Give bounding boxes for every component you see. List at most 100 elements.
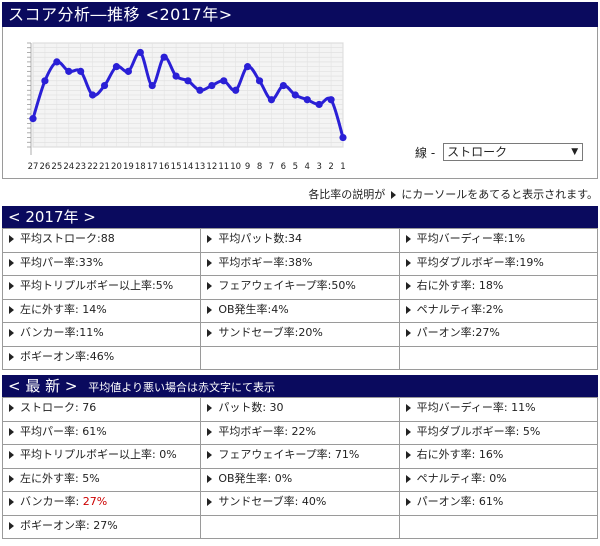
line-select-label: 線 - <box>415 145 436 160</box>
latest-stat-cell: OB発生率: 0% <box>201 468 400 492</box>
line-select-dropdown[interactable]: ストローク ▼ <box>443 143 584 161</box>
latest-stat-label: ペナルティ率: 0% <box>416 471 507 485</box>
season-stat-cell: 左に外す率: 14% <box>3 299 202 323</box>
season-stat-cell: 平均トリプルボギー以上率:5% <box>3 276 202 300</box>
chart-data-point <box>160 53 168 61</box>
season-row: 左に外す率: 14% OB発生率:4% ペナルティ率:2% <box>3 299 598 323</box>
latest-stat-cell: 平均パー率: 61% <box>3 421 202 445</box>
triangle-bullet-icon[interactable] <box>9 404 14 412</box>
triangle-bullet-icon[interactable] <box>207 329 213 337</box>
latest-stat-label: バンカー率: <box>20 495 83 508</box>
triangle-bullet-icon[interactable] <box>207 305 213 314</box>
triangle-bullet-icon <box>391 191 397 199</box>
chart-data-point <box>255 77 264 85</box>
latest-empty-cell <box>201 515 400 539</box>
season-stat-cell: 右に外す率: 18% <box>399 276 598 300</box>
triangle-bullet-icon[interactable] <box>405 258 411 267</box>
triangle-bullet-icon[interactable] <box>405 235 411 243</box>
triangle-bullet-icon[interactable] <box>207 282 213 290</box>
line-select-group: 線 - ストローク ▼ <box>415 143 584 161</box>
chart-data-point <box>89 91 97 99</box>
triangle-bullet-icon[interactable] <box>9 258 14 267</box>
triangle-bullet-icon[interactable] <box>207 498 213 506</box>
season-stat-cell: ペナルティ率:2% <box>399 299 598 323</box>
triangle-bullet-icon[interactable] <box>9 352 14 361</box>
chart-data-point <box>244 63 252 71</box>
latest-stat-cell: ペナルティ率: 0% <box>399 468 598 492</box>
latest-stats-grid: ストローク: 76 パット数: 30 平均バーディー率: 11% 平均パー率: 61%… <box>2 397 598 539</box>
season-stat-cell: 平均ダブルボギー率:19% <box>399 252 598 276</box>
chart-x-tick-label: 11 <box>218 162 229 172</box>
season-stat-label: 平均ストローク:88 <box>20 232 115 245</box>
triangle-bullet-icon[interactable] <box>9 305 14 314</box>
triangle-bullet-icon[interactable] <box>9 474 14 483</box>
triangle-bullet-icon[interactable] <box>9 329 14 337</box>
chart-x-tick-label: 18 <box>135 162 146 172</box>
triangle-bullet-icon[interactable] <box>9 427 14 436</box>
latest-header-note: 平均値より悪い場合は赤文字にて表示 <box>88 381 276 394</box>
chart-data-point <box>53 58 61 66</box>
season-stat-label: 平均パー率:33% <box>20 255 104 269</box>
season-stat-cell: 平均ボギー率:38% <box>201 252 400 276</box>
triangle-bullet-icon[interactable] <box>207 427 213 436</box>
season-stat-cell: 平均ストローク:88 <box>3 229 202 253</box>
chart-data-point <box>339 133 347 142</box>
triangle-bullet-icon[interactable] <box>405 404 411 412</box>
triangle-bullet-icon[interactable] <box>405 427 411 436</box>
season-stat-label: 右に外す率: 18% <box>416 279 504 292</box>
chart-x-tick-label: 3 <box>316 162 321 172</box>
chart-x-tick-label: 26 <box>40 162 51 172</box>
triangle-bullet-icon[interactable] <box>405 451 411 459</box>
season-row: バンカー率:11% サンドセーブ率:20% パーオン率:27% <box>3 323 598 347</box>
chart-x-tick-label: 1 <box>340 162 345 172</box>
chart-x-tick-label: 17 <box>147 162 158 172</box>
latest-stat-label: 左に外す率: 5% <box>20 471 100 485</box>
latest-stat-cell: フェアウェイキープ率: 71% <box>201 445 400 469</box>
chart-data-point <box>220 77 228 85</box>
chart-x-tick-label: 13 <box>195 162 206 172</box>
line-select-value: ストローク <box>447 145 508 159</box>
triangle-bullet-icon[interactable] <box>9 282 14 290</box>
triangle-bullet-icon[interactable] <box>207 474 213 483</box>
chart-data-point <box>29 115 37 123</box>
triangle-bullet-icon[interactable] <box>405 305 411 314</box>
chart-data-point <box>172 72 180 80</box>
latest-section-header: < 最 新 > 平均値より悪い場合は赤文字にて表示 <box>2 375 598 397</box>
hint-text-before: 各比率の説明が <box>308 188 386 201</box>
triangle-bullet-icon[interactable] <box>405 474 411 483</box>
latest-stat-label: 平均パー率: 61% <box>20 424 107 438</box>
season-stat-label: 平均ダブルボギー率:19% <box>416 255 544 269</box>
triangle-bullet-icon[interactable] <box>207 404 213 412</box>
latest-stat-label: OB発生率: 0% <box>218 471 293 485</box>
hint-text-after: にカーソールをあてると表示されます。 <box>401 188 598 201</box>
chart-x-tick-label: 21 <box>99 162 110 172</box>
chart-data-point <box>77 67 85 75</box>
latest-stat-label: 平均ダブルボギー率: 5% <box>416 424 541 438</box>
season-empty-cell <box>201 346 400 370</box>
chart-x-tick-label: 6 <box>281 162 286 172</box>
season-stat-label: サンドセーブ率:20% <box>218 326 323 339</box>
latest-stat-cell: 平均バーディー率: 11% <box>399 398 598 422</box>
page-title: スコア分析―推移 <2017年> <box>2 2 598 27</box>
triangle-bullet-icon[interactable] <box>405 498 411 506</box>
triangle-bullet-icon[interactable] <box>9 498 14 506</box>
latest-stat-label: 平均ボギー率: 22% <box>218 424 316 438</box>
latest-stat-label: ボギーオン率: 27% <box>20 518 118 532</box>
season-stat-label: 平均バーディー率:1% <box>416 232 526 245</box>
chart-data-point <box>112 63 121 71</box>
triangle-bullet-icon[interactable] <box>207 451 213 459</box>
season-stat-label: 左に外す率: 14% <box>20 302 107 316</box>
latest-header-label: < 最 新 > <box>8 377 78 395</box>
latest-row: ボギーオン率: 27% <box>3 515 598 539</box>
season-stat-cell: 平均パット数:34 <box>201 229 400 253</box>
triangle-bullet-icon[interactable] <box>9 521 14 530</box>
triangle-bullet-icon[interactable] <box>405 282 411 290</box>
season-section-header: < 2017年 > <box>2 206 598 228</box>
season-empty-cell <box>399 346 598 370</box>
triangle-bullet-icon[interactable] <box>9 451 14 459</box>
triangle-bullet-icon[interactable] <box>9 235 14 243</box>
triangle-bullet-icon[interactable] <box>207 258 213 267</box>
triangle-bullet-icon[interactable] <box>207 235 213 243</box>
triangle-bullet-icon[interactable] <box>405 329 411 337</box>
season-stat-label: OB発生率:4% <box>218 302 289 316</box>
